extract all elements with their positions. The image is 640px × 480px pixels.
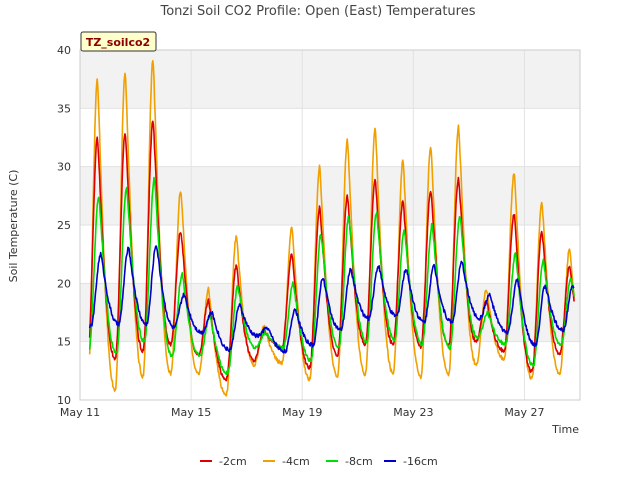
site-badge: TZ_soilco2 <box>80 31 157 52</box>
x-axis-label: Time <box>551 423 579 436</box>
legend-item: -4cm <box>263 455 310 468</box>
series-line-minus-2cm <box>88 120 575 382</box>
legend: -2cm -4cm -8cm -16cm <box>200 455 438 468</box>
x-tick-label: May 19 <box>282 406 322 419</box>
site-badge-text: TZ_soilco2 <box>86 36 150 49</box>
chart-title: Tonzi Soil CO2 Profile: Open (East) Temp… <box>159 4 475 19</box>
site-badge-box <box>80 31 157 52</box>
y-tick-label: 15 <box>57 336 71 349</box>
legend-item: -2cm <box>200 455 247 468</box>
series-line-minus-4cm <box>88 60 575 397</box>
y-tick-label: 40 <box>57 44 71 57</box>
y-tick-label: 25 <box>57 219 71 232</box>
x-tick-label: May 27 <box>504 406 544 419</box>
x-tick-label: May 23 <box>393 406 433 419</box>
legend-item: -16cm <box>384 455 438 468</box>
legend-label: -2cm <box>219 455 247 468</box>
x-tick-label: May 15 <box>171 406 211 419</box>
series-lines <box>88 60 575 397</box>
legend-label: -8cm <box>345 455 373 468</box>
plot-band <box>80 166 580 225</box>
y-tick-label: 30 <box>57 161 71 174</box>
legend-label: -16cm <box>403 455 438 468</box>
x-tick-labels: May 11 May 15 May 19 May 23 May 27 <box>60 406 545 419</box>
y-tick-label: 20 <box>57 277 71 290</box>
series-line-minus-16cm <box>88 245 575 354</box>
plot-band <box>80 50 580 109</box>
y-tick-labels: 10 15 20 25 30 35 40 <box>57 44 71 407</box>
y-axis-label: Soil Temperature (C) <box>7 170 20 283</box>
y-tick-label: 10 <box>57 394 71 407</box>
series-line-minus-8cm <box>88 176 575 376</box>
plot-bands <box>80 50 580 342</box>
y-tick-label: 35 <box>57 102 71 115</box>
x-tick-label: May 11 <box>60 406 100 419</box>
legend-item: -8cm <box>326 455 373 468</box>
plot-frame <box>79 49 581 401</box>
legend-label: -4cm <box>282 455 310 468</box>
